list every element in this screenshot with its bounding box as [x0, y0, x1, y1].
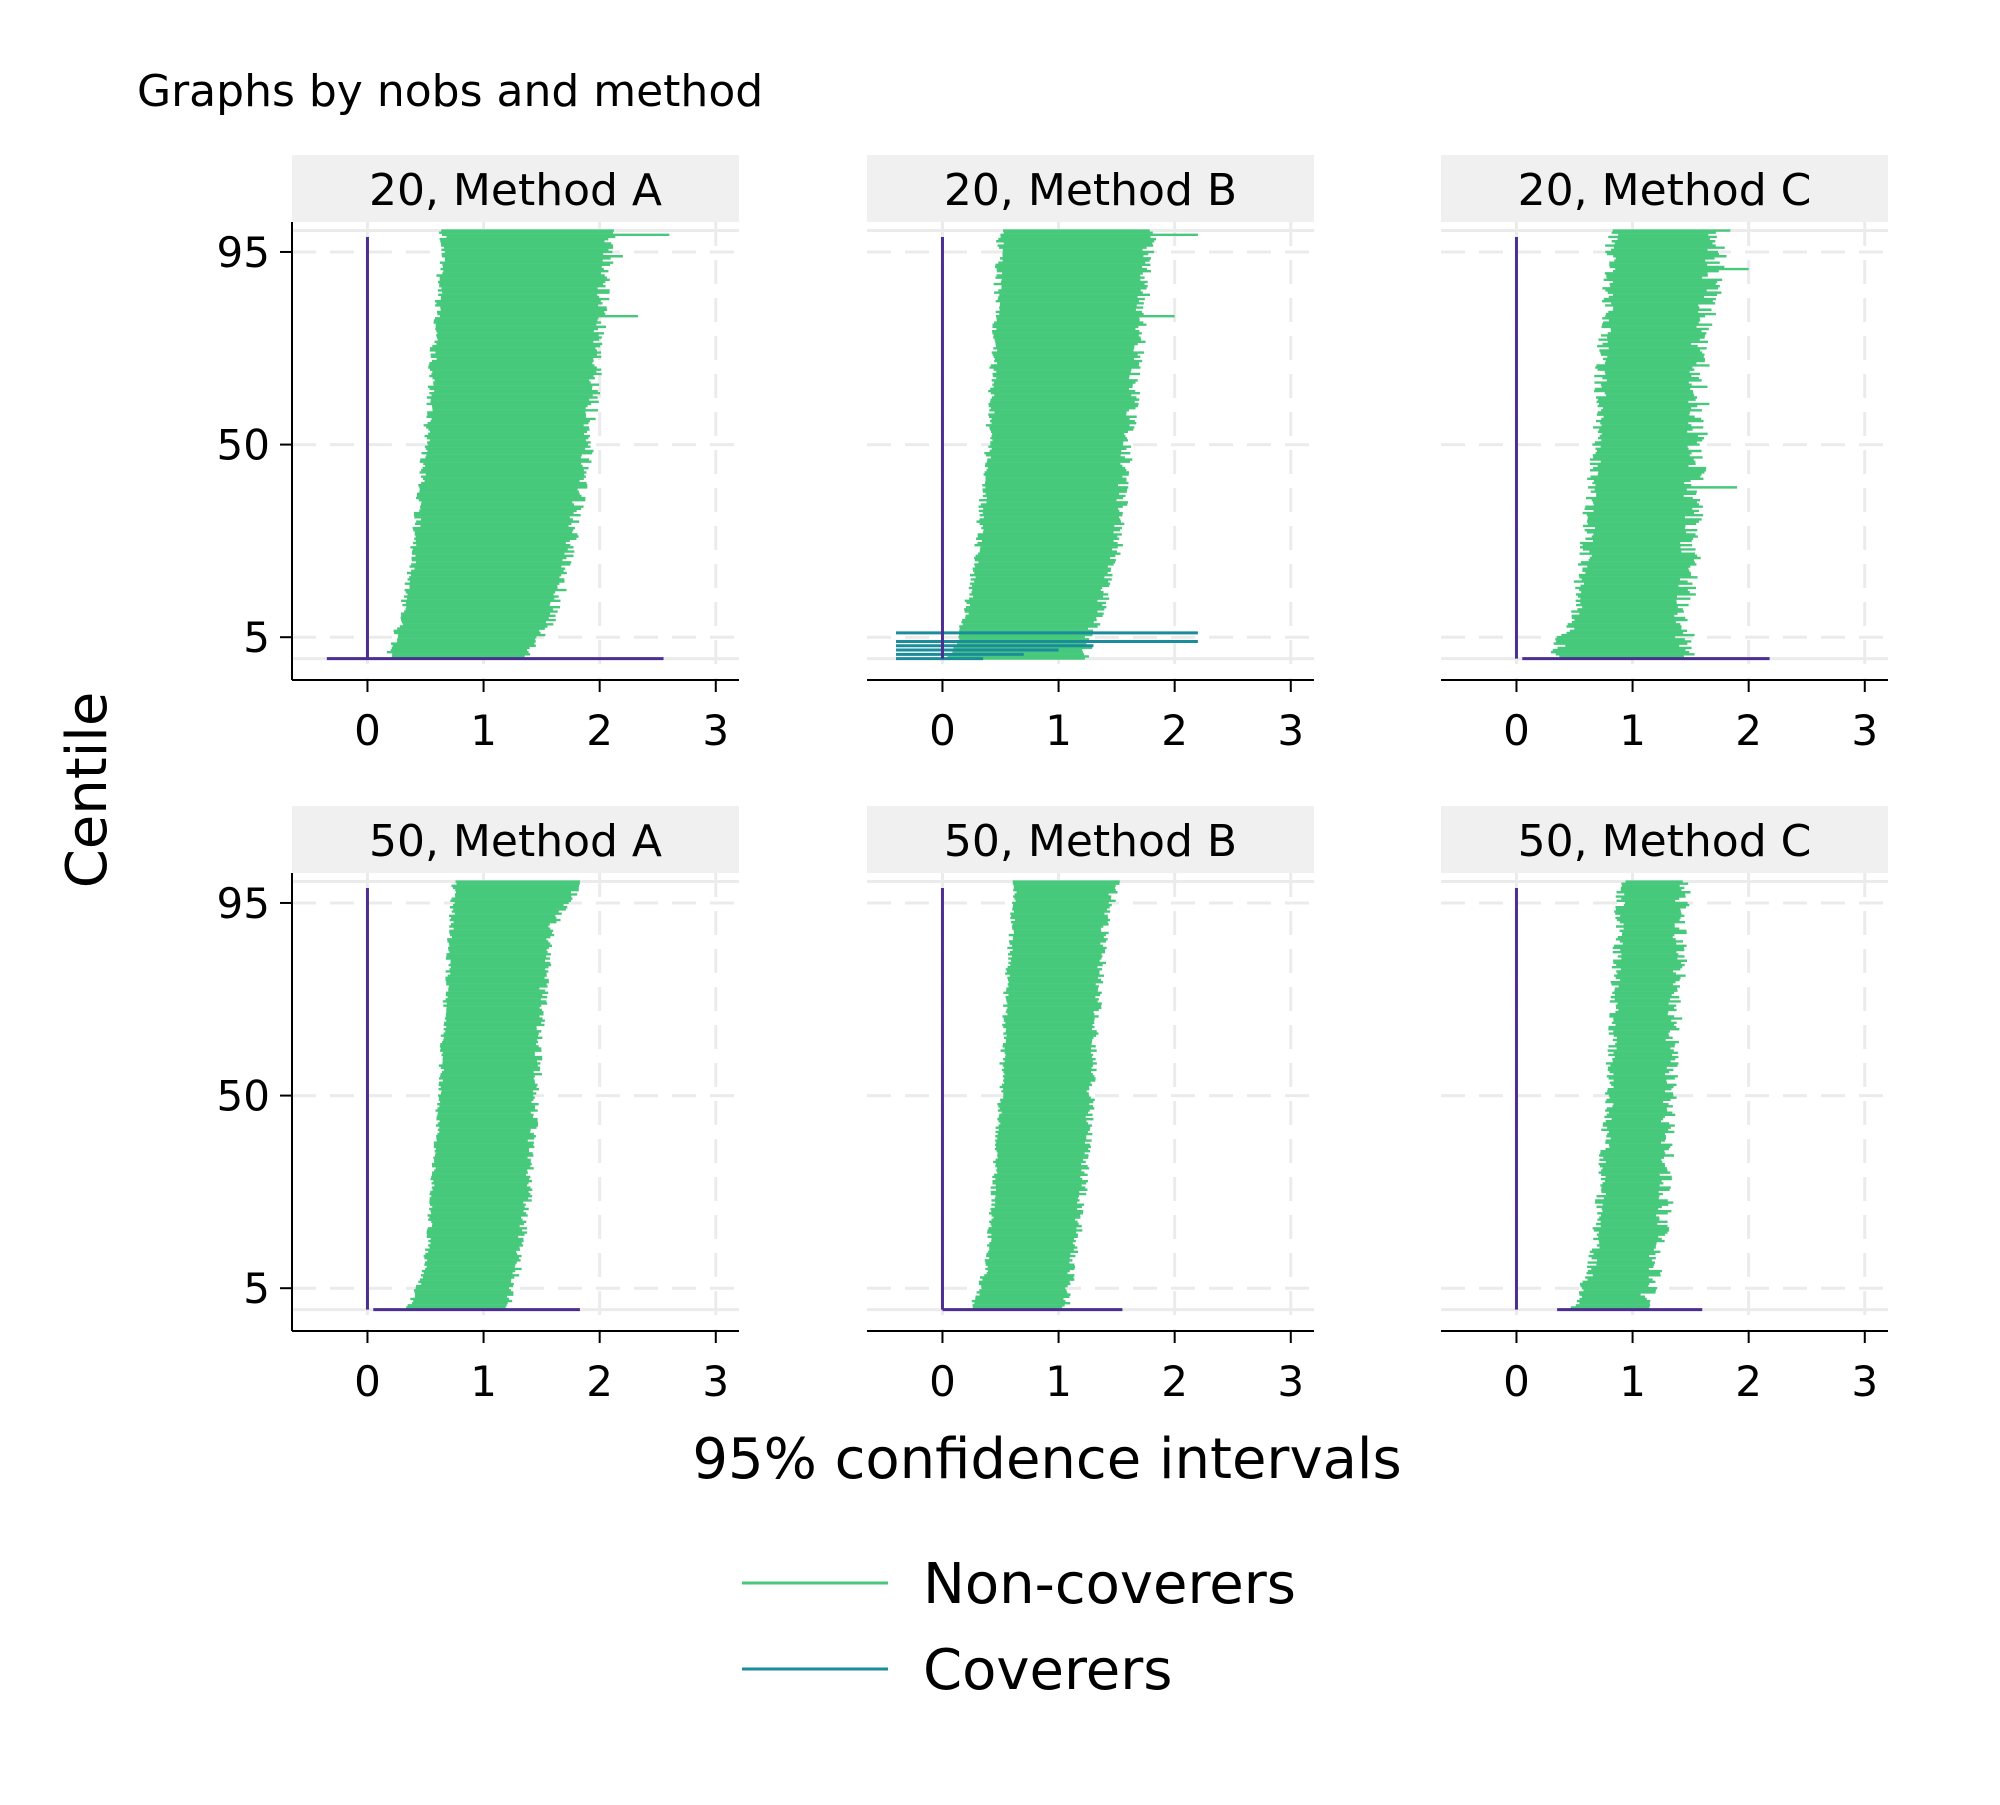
x-tick-label: 0 [1503, 1357, 1530, 1406]
by-note: Graphs by nobs and method [137, 66, 763, 117]
panel-strip [867, 806, 1314, 873]
legend: Non-coverers Coverers [742, 1552, 1296, 1703]
panel-title: 20, Method C [1518, 165, 1812, 216]
y-tick-label: 50 [217, 421, 270, 470]
x-tick-label: 1 [470, 1357, 497, 1406]
panel-title: 20, Method A [369, 165, 662, 216]
x-tick-label: 2 [586, 706, 613, 755]
panel-4: 50, Method A 0 1 2 3 5 50 95 [217, 806, 739, 1406]
x-tick-label: 1 [1619, 1357, 1646, 1406]
legend-label-coverers: Coverers [923, 1638, 1172, 1703]
panel-strip [867, 155, 1314, 222]
x-tick-label: 1 [470, 706, 497, 755]
panel-title: 50, Method A [369, 816, 662, 867]
panel-5: 50, Method B 0 1 2 3 [867, 806, 1314, 1406]
x-tick-label: 0 [354, 1357, 381, 1406]
x-tick-label: 1 [1045, 706, 1072, 755]
x-tick-label: 2 [1735, 706, 1762, 755]
y-axis-title: Centile [55, 692, 120, 889]
y-tick-label: 5 [243, 1264, 270, 1313]
x-tick-label: 3 [1277, 706, 1304, 755]
y-tick-label: 5 [243, 613, 270, 662]
panel-strip [1441, 806, 1888, 873]
panel-6: 50, Method C 0 1 2 3 [1441, 806, 1888, 1406]
x-tick-label: 0 [354, 706, 381, 755]
x-tick-label: 0 [929, 1357, 956, 1406]
y-tick-label: 50 [217, 1072, 270, 1121]
x-tick-label: 2 [1161, 706, 1188, 755]
panel-title: 50, Method C [1518, 816, 1812, 867]
x-tick-label: 1 [1045, 1357, 1072, 1406]
panel-strip [1441, 155, 1888, 222]
x-tick-label: 3 [702, 706, 729, 755]
x-tick-label: 2 [1735, 1357, 1762, 1406]
x-axis-title: 95% confidence intervals [692, 1427, 1401, 1492]
panel-title: 50, Method B [944, 816, 1237, 867]
x-tick-label: 0 [1503, 706, 1530, 755]
panel-strip [292, 806, 739, 873]
panel-title: 20, Method B [944, 165, 1237, 216]
panel-1: 20, Method A 0 1 2 3 5 50 95 [217, 155, 739, 755]
x-tick-label: 0 [929, 706, 956, 755]
panel-strip [292, 155, 739, 222]
panel-2: 20, Method B 0 1 2 3 [867, 155, 1314, 755]
x-tick-label: 3 [1277, 1357, 1304, 1406]
y-tick-label: 95 [217, 879, 270, 928]
y-tick-label: 95 [217, 228, 270, 277]
x-tick-label: 3 [1851, 1357, 1878, 1406]
x-tick-label: 2 [1161, 1357, 1188, 1406]
panel-3: 20, Method C 0 1 2 3 [1441, 155, 1888, 755]
legend-label-noncoverers: Non-coverers [923, 1552, 1296, 1617]
x-tick-label: 3 [1851, 706, 1878, 755]
x-tick-label: 2 [586, 1357, 613, 1406]
x-tick-label: 1 [1619, 706, 1646, 755]
x-tick-label: 3 [702, 1357, 729, 1406]
